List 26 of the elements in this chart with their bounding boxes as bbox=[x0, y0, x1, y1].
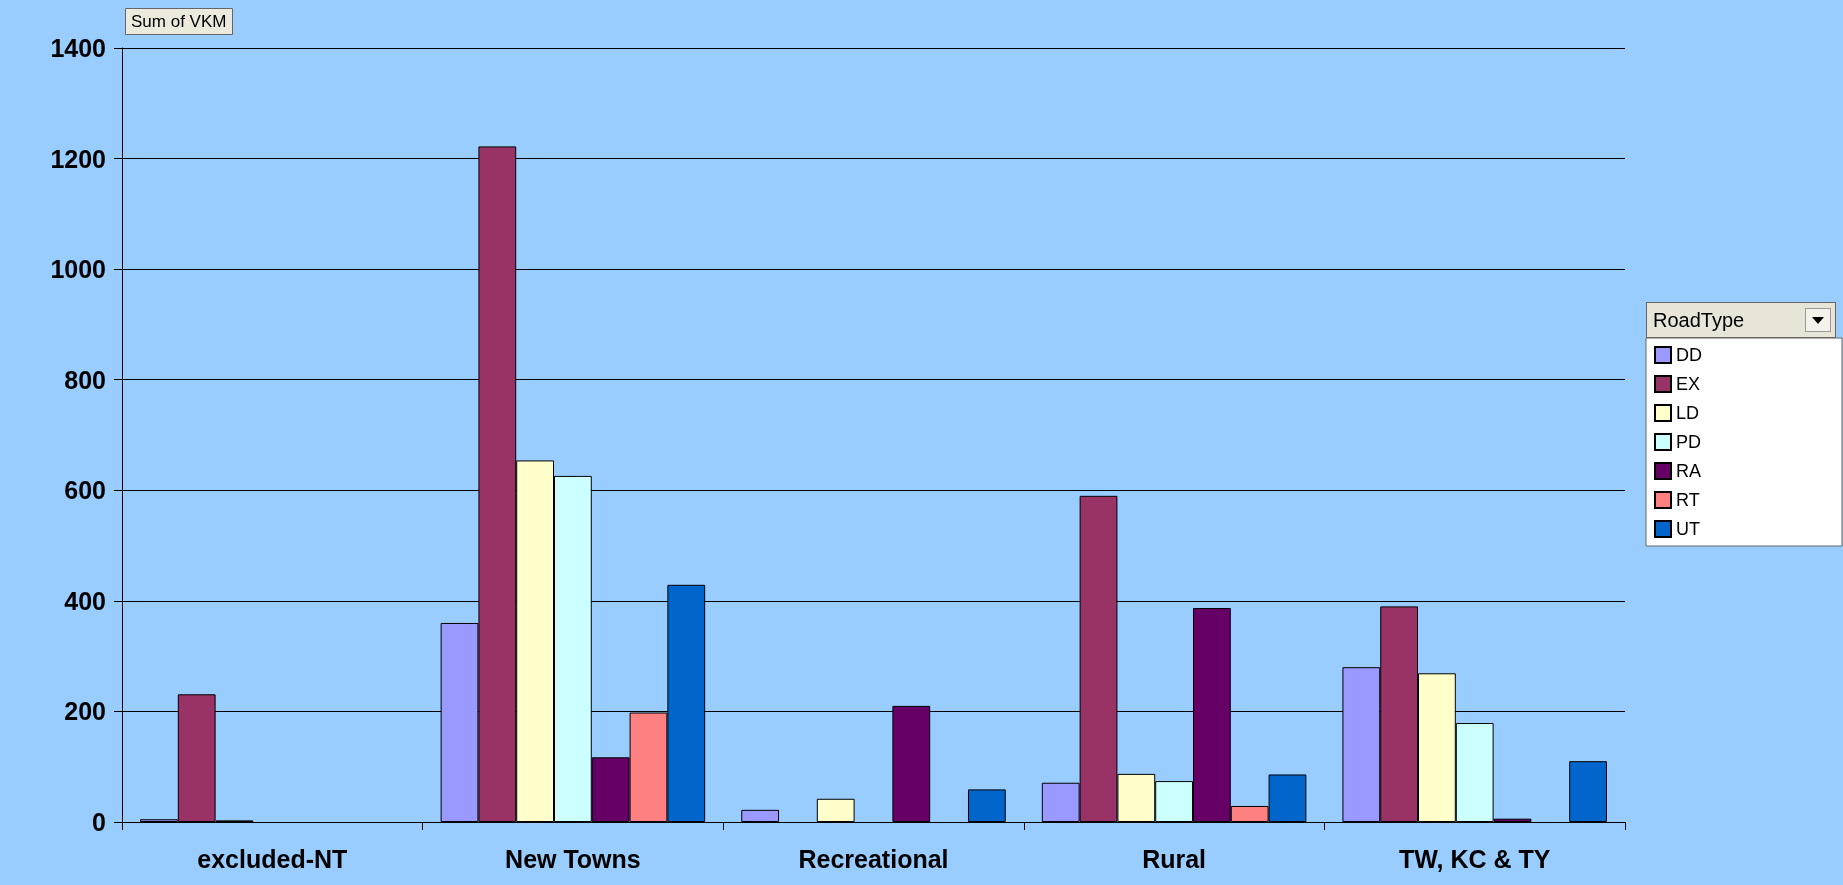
legend-label: EX bbox=[1676, 374, 1701, 394]
y-tick-label: 1200 bbox=[50, 144, 106, 173]
legend-label: LD bbox=[1676, 403, 1700, 423]
x-tick-label: New Towns bbox=[505, 844, 641, 873]
legend-label: DD bbox=[1676, 345, 1702, 365]
y-tick-label: 600 bbox=[64, 476, 106, 505]
legend-label: PD bbox=[1676, 432, 1702, 452]
x-tick-label: excluded-NT bbox=[197, 844, 348, 873]
y-tick-label: 200 bbox=[64, 697, 106, 726]
chart-title: Sum of VKM bbox=[131, 12, 227, 31]
y-tick-label: 800 bbox=[64, 365, 106, 394]
y-tick-label: 0 bbox=[92, 808, 106, 836]
x-tick-label: Rural bbox=[1142, 844, 1207, 873]
x-tick-label: Recreational bbox=[798, 844, 949, 873]
y-tick-label: 1000 bbox=[50, 255, 106, 284]
legend-label: RT bbox=[1676, 490, 1700, 510]
y-tick-label: 400 bbox=[64, 586, 106, 615]
bar bbox=[816, 798, 855, 822]
legend-label: RA bbox=[1676, 461, 1702, 481]
legend-label: UT bbox=[1676, 519, 1700, 539]
x-tick-label: TW, KC & TY bbox=[1399, 844, 1551, 873]
bar bbox=[967, 789, 1006, 822]
y-tick-label: 1400 bbox=[50, 34, 106, 62]
bar bbox=[1569, 761, 1607, 822]
bar bbox=[741, 809, 780, 822]
legend-title: RoadType bbox=[1653, 309, 1745, 331]
